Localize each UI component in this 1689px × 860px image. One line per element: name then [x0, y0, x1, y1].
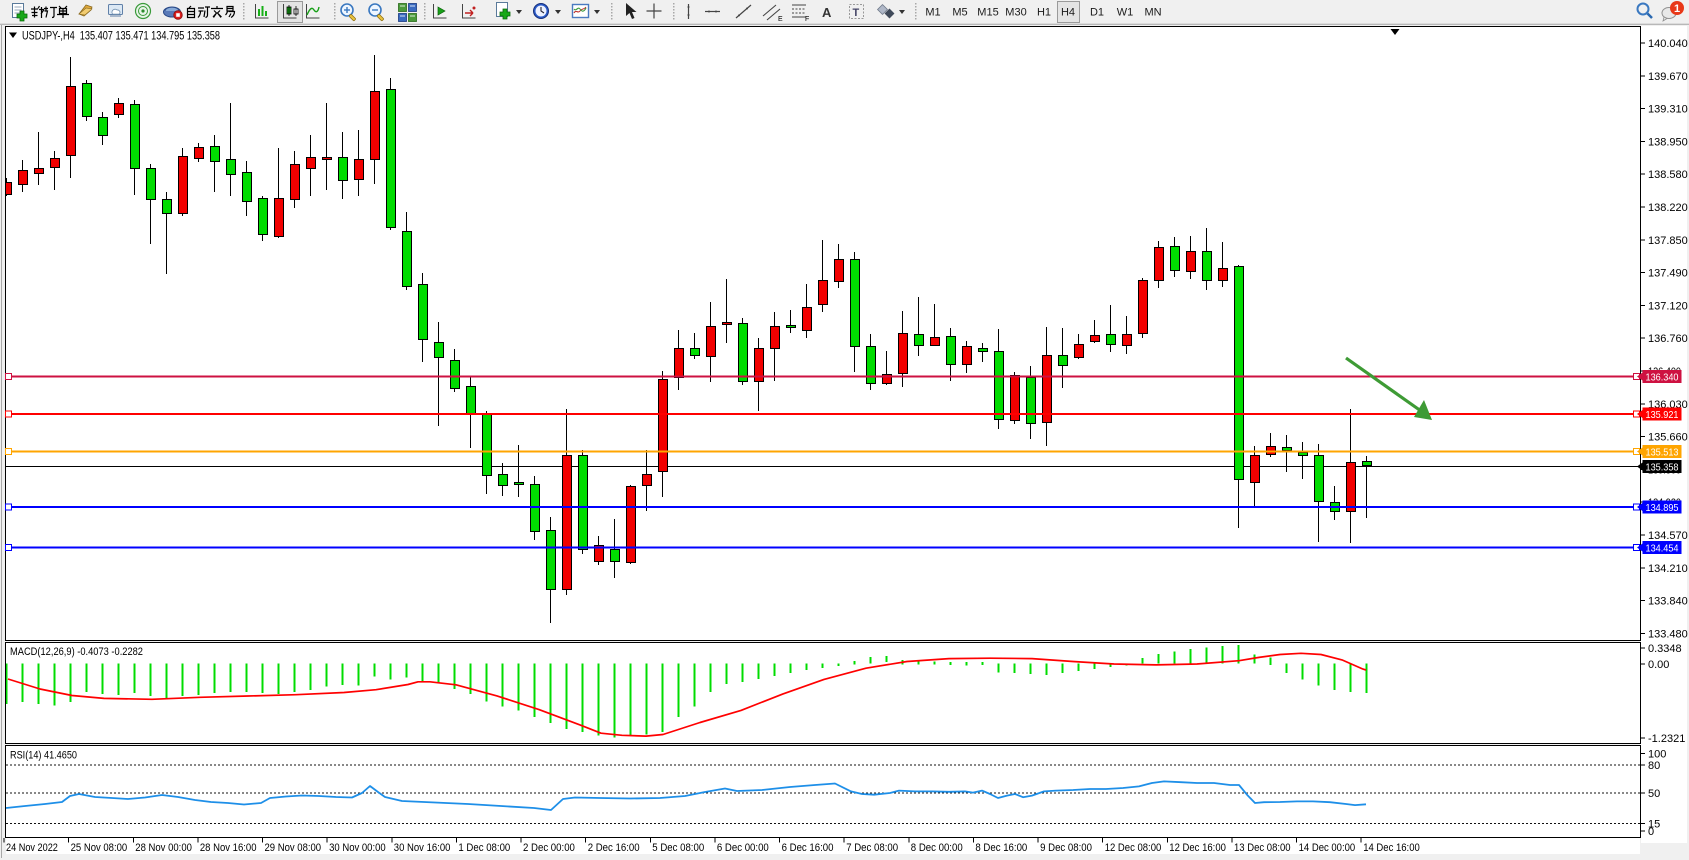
svg-text:7 Dec 08:00: 7 Dec 08:00 — [846, 842, 898, 854]
svg-text:M15: M15 — [977, 7, 998, 19]
svg-text:135.921: 135.921 — [1646, 410, 1679, 421]
svg-text:28 Nov 00:00: 28 Nov 00:00 — [135, 842, 192, 854]
svg-text:F: F — [805, 16, 809, 23]
svg-text:H1: H1 — [1037, 7, 1051, 19]
svg-text:24 Nov 2022: 24 Nov 2022 — [6, 842, 58, 854]
svg-text:6 Dec 00:00: 6 Dec 00:00 — [717, 842, 769, 854]
svg-text:0.3348: 0.3348 — [1648, 643, 1682, 655]
svg-text:15: 15 — [1648, 819, 1660, 831]
svg-text:133.840: 133.840 — [1648, 596, 1688, 608]
svg-text:14 Dec 16:00: 14 Dec 16:00 — [1363, 842, 1420, 854]
svg-text:9 Dec 08:00: 9 Dec 08:00 — [1040, 842, 1092, 854]
svg-text:100: 100 — [1648, 749, 1666, 761]
svg-text:MN: MN — [1144, 7, 1161, 19]
svg-text:6 Dec 16:00: 6 Dec 16:00 — [782, 842, 834, 854]
svg-text:12 Dec 16:00: 12 Dec 16:00 — [1169, 842, 1226, 854]
svg-text:0: 0 — [1648, 826, 1654, 838]
svg-text:28 Nov 16:00: 28 Nov 16:00 — [200, 842, 257, 854]
svg-text:2 Dec 16:00: 2 Dec 16:00 — [588, 842, 640, 854]
svg-text:134.895: 134.895 — [1646, 503, 1679, 514]
svg-text:USDJPY-,H4 135.407 135.471 13: USDJPY-,H4 135.407 135.471 134.795 135.3… — [22, 31, 220, 43]
svg-text:T: T — [853, 7, 860, 19]
svg-text:M30: M30 — [1005, 7, 1026, 19]
svg-text:25 Nov 08:00: 25 Nov 08:00 — [71, 842, 128, 854]
svg-text:134.570: 134.570 — [1648, 530, 1688, 542]
svg-text:30 Nov 00:00: 30 Nov 00:00 — [329, 842, 386, 854]
svg-text:138.220: 138.220 — [1648, 202, 1688, 214]
svg-text:137.120: 137.120 — [1648, 300, 1688, 312]
svg-text:0.00: 0.00 — [1648, 659, 1669, 671]
svg-text:D1: D1 — [1090, 7, 1104, 19]
svg-text:5 Dec 08:00: 5 Dec 08:00 — [652, 842, 704, 854]
svg-text:135.358: 135.358 — [1646, 463, 1679, 474]
svg-text:137.490: 137.490 — [1648, 268, 1688, 280]
svg-text:139.310: 139.310 — [1648, 104, 1688, 116]
svg-text:1 Dec 08:00: 1 Dec 08:00 — [458, 842, 510, 854]
svg-text:133.480: 133.480 — [1648, 628, 1688, 640]
svg-text:8 Dec 16:00: 8 Dec 16:00 — [975, 842, 1027, 854]
svg-text:E: E — [778, 16, 783, 23]
svg-text:136.340: 136.340 — [1646, 373, 1679, 384]
svg-text:135.660: 135.660 — [1648, 432, 1688, 444]
svg-text:139.670: 139.670 — [1648, 71, 1688, 83]
svg-text:30 Nov 16:00: 30 Nov 16:00 — [394, 842, 451, 854]
svg-text:A: A — [822, 5, 832, 20]
svg-text:29 Nov 08:00: 29 Nov 08:00 — [265, 842, 322, 854]
svg-text:H4: H4 — [1061, 7, 1075, 19]
svg-text:M5: M5 — [952, 7, 967, 19]
svg-text:136.760: 136.760 — [1648, 333, 1688, 345]
svg-text:RSI(14) 41.4650: RSI(14) 41.4650 — [10, 750, 77, 762]
svg-text:MACD(12,26,9) -0.4073 -0.2282: MACD(12,26,9) -0.4073 -0.2282 — [10, 646, 143, 658]
svg-text:M1: M1 — [925, 7, 940, 19]
svg-text:2 Dec 00:00: 2 Dec 00:00 — [523, 842, 575, 854]
svg-text:80: 80 — [1648, 760, 1660, 772]
svg-text:1: 1 — [1674, 3, 1680, 15]
svg-text:138.580: 138.580 — [1648, 169, 1688, 181]
svg-text:137.850: 137.850 — [1648, 235, 1688, 247]
svg-text:50: 50 — [1648, 788, 1660, 800]
svg-text:-1.2321: -1.2321 — [1648, 733, 1685, 745]
svg-text:135.513: 135.513 — [1646, 448, 1679, 459]
svg-text:13 Dec 08:00: 13 Dec 08:00 — [1234, 842, 1291, 854]
svg-text:W1: W1 — [1117, 7, 1134, 19]
svg-text:134.210: 134.210 — [1648, 563, 1688, 575]
svg-text:14 Dec 00:00: 14 Dec 00:00 — [1299, 842, 1356, 854]
svg-text:138.950: 138.950 — [1648, 136, 1688, 148]
svg-text:140.040: 140.040 — [1648, 38, 1688, 50]
svg-text:12 Dec 08:00: 12 Dec 08:00 — [1105, 842, 1162, 854]
svg-text:8 Dec 00:00: 8 Dec 00:00 — [911, 842, 963, 854]
svg-text:134.454: 134.454 — [1646, 544, 1679, 555]
